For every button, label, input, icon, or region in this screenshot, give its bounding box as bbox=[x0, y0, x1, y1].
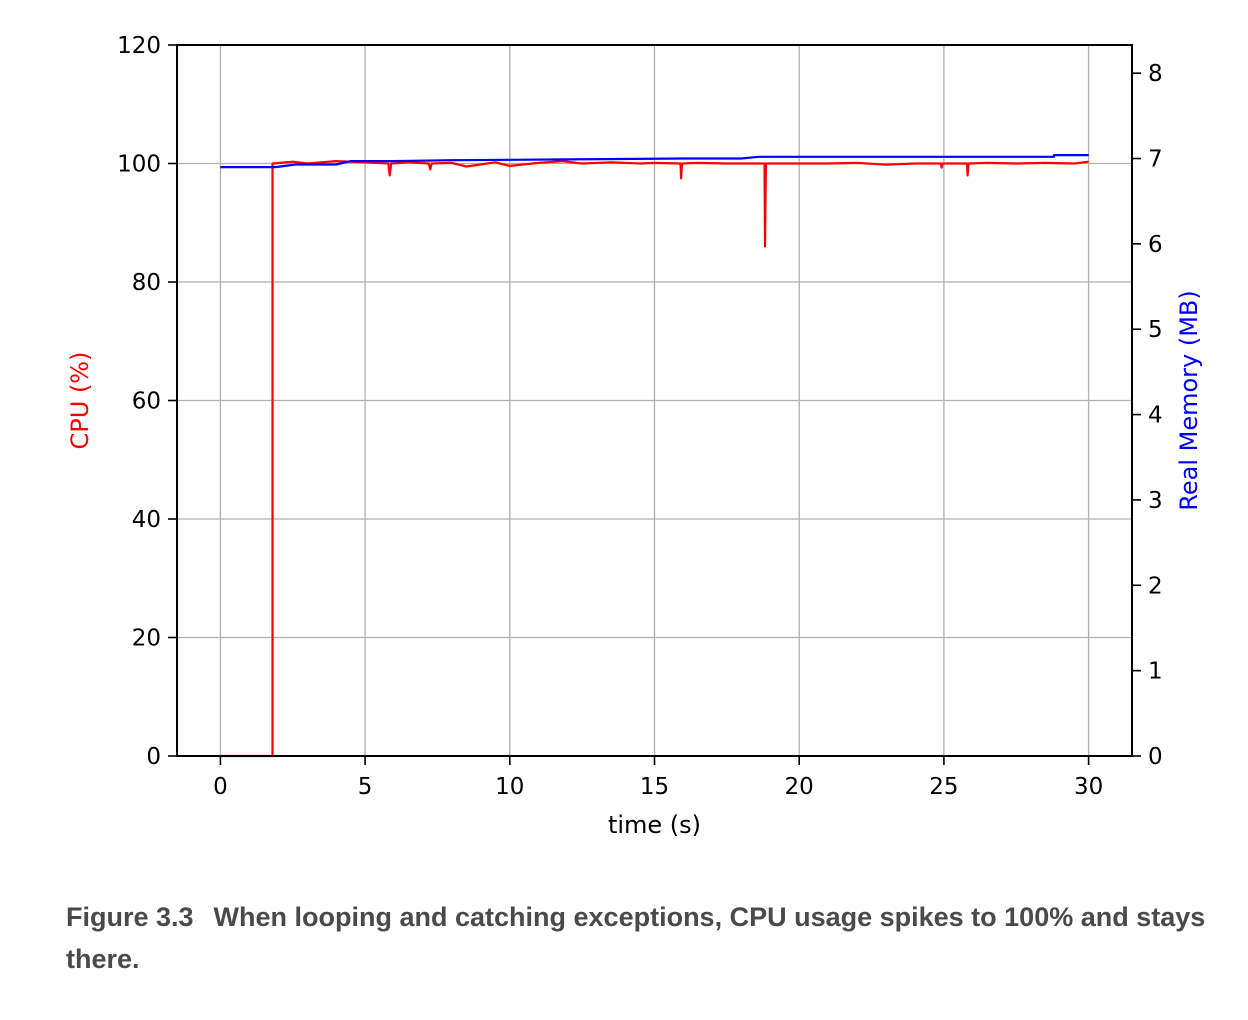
y-right-tick-label: 1 bbox=[1148, 659, 1163, 685]
y-left-axis-label: CPU (%) bbox=[66, 352, 94, 450]
x-tick-label: 20 bbox=[785, 774, 814, 800]
y-right-axis-label: Real Memory (MB) bbox=[1175, 290, 1203, 511]
x-tick-label: 5 bbox=[358, 774, 373, 800]
y-right-tick-label: 7 bbox=[1148, 147, 1163, 173]
y-right-tick-label: 6 bbox=[1148, 232, 1163, 258]
cpu-series-line bbox=[220, 160, 1089, 758]
y-left-tick-label: 60 bbox=[132, 389, 161, 415]
figure-caption-text: When looping and catching exceptions, CP… bbox=[66, 902, 1206, 974]
y-right-tick-label: 8 bbox=[1148, 61, 1163, 87]
y-left-tick-label: 40 bbox=[132, 507, 161, 533]
y-right-tick-label: 5 bbox=[1148, 317, 1163, 343]
cpu-memory-chart: 0 5 10 15 20 25 30 0 20 40 60 80 100 120 0 1 2 3 4 5 6 7 8 time… bbox=[66, 33, 1203, 839]
x-tick-label: 0 bbox=[213, 774, 228, 800]
y-right-tick-label: 0 bbox=[1148, 744, 1163, 770]
figure-number: Figure 3.3 bbox=[66, 902, 194, 932]
x-tick-label: 15 bbox=[640, 774, 669, 800]
y-right-tick-label: 2 bbox=[1148, 573, 1163, 599]
y-left-tick-label: 80 bbox=[132, 270, 161, 296]
y-right-tick-label: 4 bbox=[1148, 403, 1163, 429]
x-tick-label: 25 bbox=[929, 774, 958, 800]
y-right-tick-label: 3 bbox=[1148, 488, 1163, 514]
y-left-tick-label: 0 bbox=[146, 744, 161, 770]
y-left-tick-label: 120 bbox=[117, 33, 161, 59]
figure-caption: Figure 3.3 When looping and catching exce… bbox=[66, 896, 1226, 980]
memory-series-line bbox=[220, 154, 1089, 169]
x-tick-label: 10 bbox=[495, 774, 524, 800]
x-tick-label: 30 bbox=[1074, 774, 1103, 800]
y-left-tick-label: 20 bbox=[132, 626, 161, 652]
x-axis-label: time (s) bbox=[608, 811, 701, 839]
y-left-tick-label: 100 bbox=[117, 152, 161, 178]
